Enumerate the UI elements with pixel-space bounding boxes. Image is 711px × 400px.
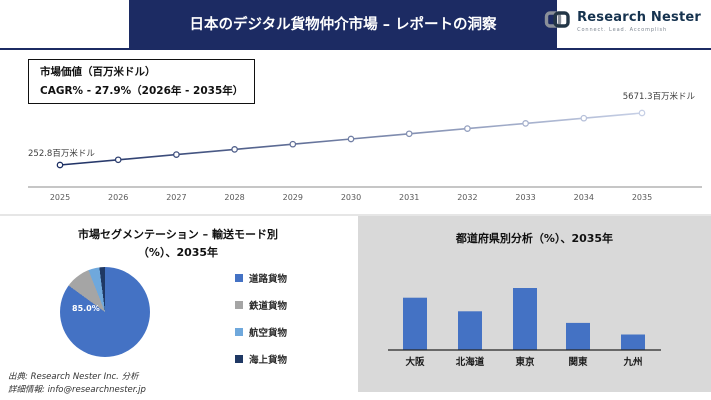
legend-swatch (235, 274, 243, 282)
brand-tagline: Connect. Lead. Accomplish (577, 27, 668, 33)
svg-text:2032: 2032 (457, 193, 477, 202)
svg-text:2028: 2028 (224, 193, 244, 202)
svg-text:九州: 九州 (622, 356, 642, 368)
market-value-label: 市場価値（百万米ドル） (40, 66, 156, 78)
svg-text:2026: 2026 (108, 193, 128, 202)
pie-data-label: 85.0% (72, 304, 100, 313)
svg-text:2035: 2035 (632, 193, 652, 202)
svg-text:大阪: 大阪 (405, 356, 425, 368)
svg-text:2027: 2027 (166, 193, 186, 202)
end-value-annotation: 5671.3百万米ドル (622, 92, 695, 102)
legend-label: 航空貨物 (249, 328, 288, 339)
research-nester-logo-icon (544, 6, 571, 37)
cagr-label: CAGR% - 27.9%（2026年 - 2035年） (40, 84, 244, 97)
svg-text:2025: 2025 (50, 193, 70, 202)
svg-text:関東: 関東 (568, 356, 588, 368)
page-title: 日本のデジタル貨物仲介市場 – レポートの洞察 (189, 16, 497, 33)
svg-text:2031: 2031 (399, 193, 419, 202)
legend-item: 道路貨物 (235, 271, 287, 285)
svg-text:2033: 2033 (515, 193, 535, 202)
prefecture-panel: 都道府県別分析（%）、2035年 大阪 北海道 東京 関東 九州 (358, 216, 711, 392)
pie-legend: 道路貨物鉄道貨物航空貨物海上貨物 (235, 271, 287, 379)
legend-item: 鉄道貨物 (235, 298, 287, 312)
svg-text:2030: 2030 (341, 193, 361, 202)
segmentation-panel: 市場セグメンテーション – 輸送モード別（%）、2035年 85.0% 道路貨物… (0, 216, 356, 372)
legend-item: 航空貨物 (235, 325, 287, 339)
market-value-line-chart: 2025 2026 2027 2028 2029 2030 2031 2032 2033 2034… (28, 109, 702, 202)
start-value-annotation: 252.8百万米ドル (28, 149, 95, 159)
market-value-box: 市場価値（百万米ドル） CAGR% - 27.9%（2026年 - 2035年） (28, 59, 256, 104)
logo-text: Research Nester Connect. Lead. Accomplis… (577, 10, 701, 33)
svg-text:北海道: 北海道 (456, 356, 485, 368)
source-note: 出典: Research Nester Inc. 分析 (8, 372, 139, 382)
prefecture-bar-chart: 大阪 北海道 東京 関東 九州 (388, 288, 661, 368)
svg-text:2029: 2029 (283, 193, 303, 202)
legend-swatch (235, 328, 243, 336)
brand-name: Research Nester (577, 10, 701, 25)
legend-swatch (235, 355, 243, 363)
svg-text:2034: 2034 (574, 193, 594, 202)
legend-item: 海上貨物 (235, 352, 287, 366)
transport-mode-pie-chart: 85.0% (60, 267, 150, 357)
header-band: 日本のデジタル貨物仲介市場 – レポートの洞察 (129, 0, 557, 50)
legend-label: 道路貨物 (249, 274, 288, 285)
svg-text:東京: 東京 (514, 356, 535, 368)
bar-chart-title: 都道府県別分析（%）、2035年 (455, 232, 614, 245)
legend-label: 鉄道貨物 (249, 301, 288, 312)
footer: 出典: Research Nester Inc. 分析 詳細情報: info@r… (8, 371, 146, 397)
pie-chart-title: 市場セグメンテーション – 輸送モード別（%）、2035年 (78, 228, 278, 259)
legend-label: 海上貨物 (249, 355, 288, 366)
contact-note: 詳細情報: info@researchnester.jp (8, 385, 146, 396)
section-separator (0, 214, 711, 216)
brand-logo: Research Nester Connect. Lead. Accomplis… (544, 6, 701, 37)
legend-swatch (235, 301, 243, 309)
